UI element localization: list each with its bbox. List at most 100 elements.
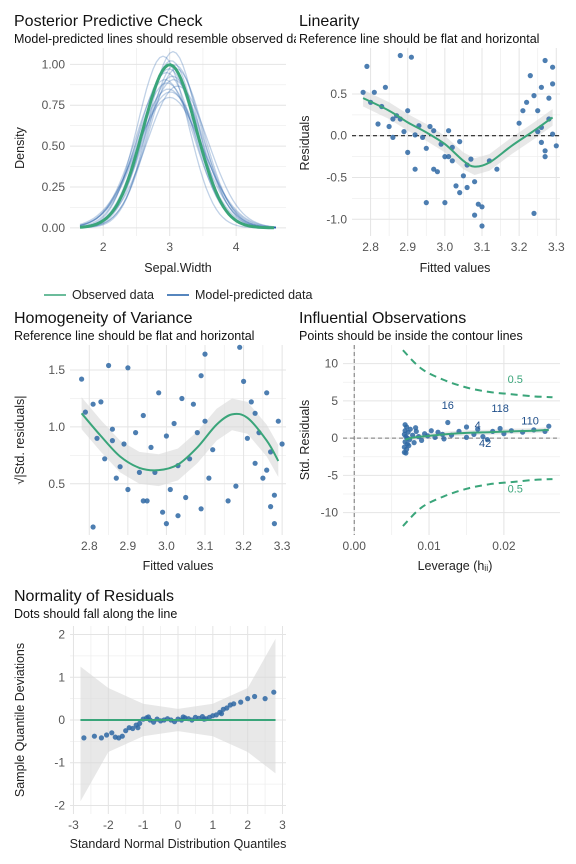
- linearity-point: [457, 190, 463, 196]
- influential-point: [480, 434, 486, 440]
- linearity-point: [535, 129, 541, 135]
- influential-point-label: 16: [442, 400, 454, 412]
- influential-point: [445, 419, 451, 426]
- linearity-header-bg: [296, 28, 576, 46]
- hov-point: [98, 399, 104, 405]
- linearity-point: [546, 95, 552, 101]
- ppc-observed-line: [79, 63, 275, 230]
- hov-point: [163, 521, 169, 527]
- linearity-point: [479, 223, 485, 229]
- linearity-point: [434, 169, 440, 175]
- linearity-xtick-label: 2.9: [399, 240, 416, 254]
- ppc-xtick-label: 3: [166, 240, 173, 254]
- hov-point: [271, 521, 277, 527]
- normality-point: [271, 689, 277, 695]
- influential-contour-upper-label: 0.5: [508, 374, 523, 386]
- ppc-subtitle: Model-predicted lines should resemble ob…: [14, 32, 334, 46]
- normality-point: [262, 696, 268, 702]
- hov-point: [233, 483, 239, 489]
- hov-point: [244, 435, 250, 441]
- influential-smooth-line: [404, 428, 549, 441]
- influential-point-label: 4: [475, 420, 481, 432]
- ppc-minor-grid: [70, 48, 286, 236]
- hov-point: [264, 467, 270, 473]
- normality-point: [91, 733, 97, 739]
- linearity-point: [550, 131, 556, 137]
- hov-xtick-label: 3.1: [197, 539, 214, 553]
- ppc-predicted-line: [79, 64, 277, 229]
- linearity-point: [390, 116, 396, 122]
- hov-point: [260, 475, 266, 481]
- linearity-point: [468, 156, 474, 162]
- influential-point-label: 110: [521, 416, 539, 428]
- linearity-xtick-label: 3.3: [548, 240, 565, 254]
- linearity-point: [390, 134, 396, 140]
- linearity-point: [475, 201, 481, 207]
- linearity-point: [423, 145, 429, 151]
- normality-xtick-label: 1: [209, 818, 216, 832]
- hov-point: [156, 390, 162, 396]
- linearity-point: [360, 89, 366, 95]
- hov-plot-area: 2.8 2.9 3.0 3.1 3.2 3.3 0.5 1.0 1.5: [48, 344, 291, 553]
- linearity-point: [408, 54, 414, 60]
- linearity-point: [527, 73, 533, 79]
- normality-xlabel: Standard Normal Distribution Quantiles: [70, 837, 287, 851]
- influential-point: [435, 429, 441, 435]
- hov-point: [94, 435, 100, 441]
- linearity-xtick-label: 3.2: [511, 240, 528, 254]
- linearity-smooth-line: [362, 97, 554, 168]
- linearity-point: [494, 166, 500, 172]
- hov-point: [90, 524, 96, 530]
- hov-point: [171, 420, 177, 427]
- hov-point: [163, 433, 169, 439]
- hov-point: [210, 447, 216, 453]
- linearity-point: [405, 149, 411, 155]
- ppc-xtick-label: 2: [100, 240, 107, 254]
- hov-point: [252, 460, 258, 466]
- normality-xtick-label: -3: [68, 818, 79, 832]
- linearity-point: [550, 64, 556, 70]
- linearity-point: [535, 108, 541, 114]
- ppc-predicted-line: [79, 91, 277, 228]
- hov-point: [271, 492, 277, 498]
- ppc-ytick-label: 1.00: [42, 57, 66, 71]
- linearity-xtick-label: 3.1: [474, 240, 491, 254]
- normality-point: [238, 699, 244, 705]
- influential-contour-lower-label: 0.5: [508, 484, 523, 496]
- linearity-point: [446, 128, 452, 134]
- normality-xtick-label: 2: [244, 818, 251, 832]
- legend-observed-label: Observed data: [72, 288, 154, 302]
- linearity-point: [449, 158, 455, 164]
- linearity-point: [516, 120, 522, 126]
- linearity-point: [460, 173, 466, 179]
- normality-point: [218, 711, 225, 717]
- hov-xtick-label: 3.2: [235, 539, 252, 553]
- legend-predicted-label: Model-predicted data: [195, 288, 312, 302]
- influential-panel: Influential Observations Points should b…: [298, 310, 560, 573]
- hov-point: [237, 344, 243, 350]
- linearity-plot-area: 2.8 2.9 3.0 3.1 3.2 3.3 -1.0 -0.5 0.0 0.5: [326, 48, 565, 254]
- linearity-panel: Linearity Reference line should be flat …: [296, 13, 576, 275]
- normality-point: [119, 733, 125, 739]
- hov-ytick-label: 1.0: [48, 420, 65, 434]
- linearity-point: [420, 134, 426, 140]
- hov-ylabel: √|Std. residuals|: [13, 395, 27, 484]
- normality-ytick-label: 1: [58, 670, 65, 684]
- hov-smooth-line: [80, 412, 280, 472]
- linearity-point: [382, 84, 388, 90]
- linearity-point: [542, 57, 548, 64]
- normality-point: [123, 728, 129, 734]
- ppc-xlabel: Sepal.Width: [144, 261, 211, 275]
- hov-point: [160, 509, 166, 515]
- normality-point: [98, 735, 104, 741]
- hov-point: [206, 475, 212, 481]
- normality-point: [130, 725, 136, 732]
- normality-title: Normality of Residuals: [14, 588, 174, 605]
- ppc-major-grid: [70, 48, 286, 236]
- normality-point: [252, 693, 258, 700]
- influential-point: [411, 440, 417, 446]
- normality-xtick-label: -1: [138, 818, 149, 832]
- influential-point-label: 42: [479, 438, 491, 450]
